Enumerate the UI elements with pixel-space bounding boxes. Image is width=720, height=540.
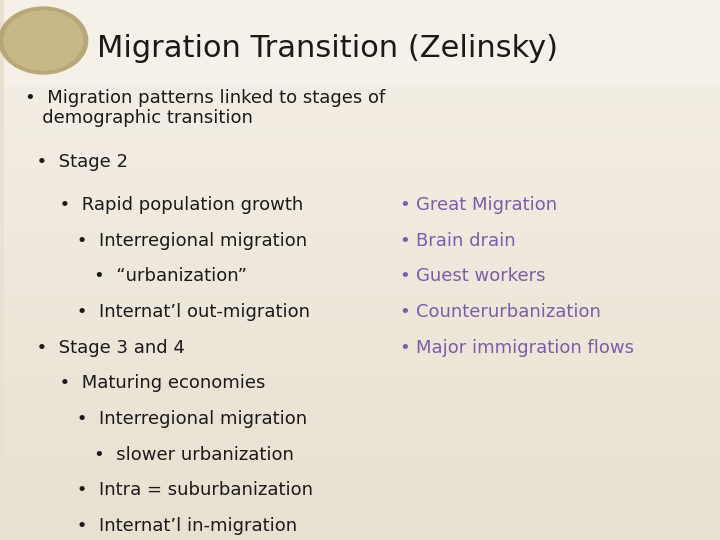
Text: •  Rapid population growth: • Rapid population growth [25,196,304,214]
Text: •: • [400,232,410,250]
Text: •  Maturing economies: • Maturing economies [25,374,266,393]
Text: •  Intra = suburbanization: • Intra = suburbanization [25,481,313,500]
Text: •: • [400,339,410,357]
Text: Counterurbanization: Counterurbanization [415,303,600,321]
FancyBboxPatch shape [4,0,720,86]
Text: •: • [400,267,410,286]
Text: •  Stage 3 and 4: • Stage 3 and 4 [25,339,185,357]
Text: Guest workers: Guest workers [415,267,545,286]
Text: •  slower urbanization: • slower urbanization [25,446,294,464]
Text: Migration Transition (Zelinsky): Migration Transition (Zelinsky) [97,34,558,63]
Text: •  “urbanization”: • “urbanization” [25,267,248,286]
Circle shape [0,7,88,74]
Text: Major immigration flows: Major immigration flows [415,339,634,357]
Text: •  Interregional migration: • Interregional migration [25,232,307,250]
Text: Great Migration: Great Migration [415,196,557,214]
Text: •  Internat’l in-migration: • Internat’l in-migration [25,517,297,535]
Text: •: • [400,303,410,321]
Text: •  Interregional migration: • Interregional migration [25,410,307,428]
Text: •  Stage 2: • Stage 2 [25,153,128,171]
Text: Brain drain: Brain drain [415,232,516,250]
Text: •  Migration patterns linked to stages of
   demographic transition: • Migration patterns linked to stages of… [25,89,386,127]
Circle shape [4,11,83,70]
Text: •: • [400,196,410,214]
Text: •  Internat’l out-migration: • Internat’l out-migration [25,303,310,321]
